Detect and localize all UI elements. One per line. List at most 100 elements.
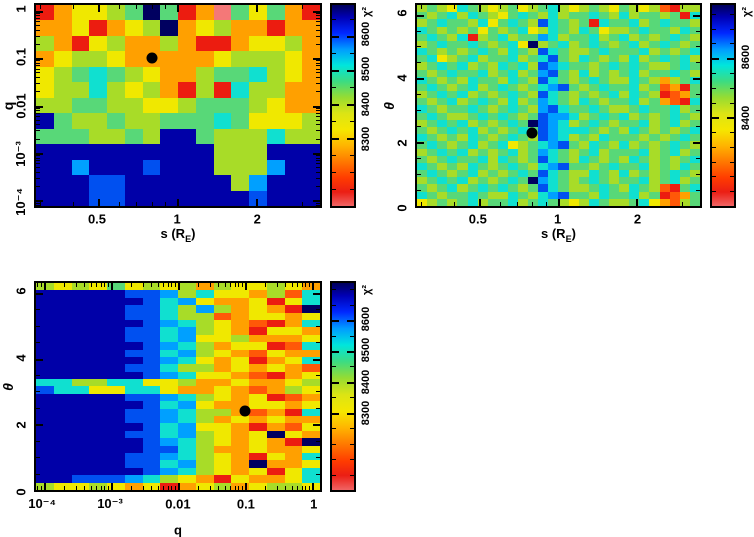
heatmap-cell bbox=[178, 66, 196, 83]
heatmap-cell bbox=[160, 113, 178, 129]
heatmap-cell bbox=[53, 430, 72, 439]
heatmap-cell bbox=[477, 55, 488, 63]
heatmap-cell bbox=[588, 177, 599, 185]
heatmap-cell bbox=[195, 312, 214, 320]
heatmap-cell bbox=[437, 33, 448, 41]
x-minor-tick bbox=[167, 283, 169, 287]
heatmap-cell bbox=[231, 467, 249, 476]
heatmap-cell bbox=[447, 177, 458, 185]
x-minor-tick bbox=[151, 486, 153, 490]
heatmap-cell bbox=[36, 379, 54, 387]
colorbar-major-tick bbox=[332, 35, 339, 38]
heatmap-cell bbox=[578, 162, 589, 171]
y-minor-tick bbox=[316, 110, 320, 112]
heatmap-cell bbox=[195, 327, 214, 335]
heatmap-cell bbox=[497, 40, 508, 49]
heatmap-cell bbox=[457, 5, 468, 13]
x-minor-tick bbox=[151, 202, 153, 206]
heatmap-cell bbox=[568, 141, 579, 149]
heatmap-cell bbox=[487, 5, 498, 13]
heatmap-cell bbox=[427, 40, 438, 49]
heatmap-cell bbox=[507, 134, 519, 142]
heatmap-cell bbox=[178, 423, 196, 431]
heatmap-cell bbox=[213, 416, 232, 424]
plot-area-chi2-map-s-theta bbox=[415, 3, 702, 208]
x-minor-tick bbox=[142, 283, 144, 287]
heatmap-cell bbox=[548, 155, 559, 163]
colorbar-minor-tick bbox=[332, 304, 336, 306]
x-minor-tick bbox=[682, 5, 684, 9]
heatmap-cell bbox=[568, 40, 579, 49]
x-minor-tick bbox=[218, 283, 220, 287]
heatmap-cell bbox=[639, 127, 650, 135]
y-major-tick bbox=[36, 424, 43, 427]
heatmap-cell bbox=[53, 305, 72, 313]
heatmap-cell bbox=[528, 184, 539, 192]
heatmap-cell bbox=[427, 141, 438, 149]
x-minor-tick bbox=[478, 202, 480, 206]
heatmap-cell bbox=[107, 453, 125, 461]
heatmap-cell bbox=[578, 40, 589, 49]
heatmap-cell bbox=[538, 119, 549, 128]
heatmap-cell bbox=[284, 475, 303, 483]
heatmap-cell bbox=[231, 327, 249, 335]
heatmap-cell bbox=[71, 445, 90, 454]
heatmap-cell bbox=[659, 76, 670, 84]
heatmap-cell bbox=[71, 327, 90, 335]
heatmap-cell bbox=[689, 91, 700, 99]
heatmap-cell bbox=[89, 159, 107, 176]
y-minor-tick bbox=[417, 46, 421, 48]
heatmap-cell bbox=[160, 349, 178, 357]
heatmap-cell bbox=[619, 55, 630, 63]
heatmap-cell bbox=[457, 76, 468, 84]
heatmap-cell bbox=[249, 128, 267, 145]
heatmap-cell bbox=[609, 170, 620, 178]
heatmap-cell bbox=[578, 69, 589, 77]
heatmap-cell bbox=[284, 66, 303, 83]
x-minor-tick bbox=[308, 283, 310, 287]
heatmap-cell bbox=[528, 141, 539, 149]
heatmap-cell bbox=[160, 159, 178, 176]
heatmap-cell bbox=[266, 97, 285, 114]
heatmap-cell bbox=[231, 312, 249, 320]
heatmap-cell bbox=[427, 55, 438, 63]
heatmap-cell bbox=[507, 26, 519, 34]
y-minor-tick bbox=[316, 24, 320, 26]
heatmap-cell bbox=[659, 177, 670, 185]
heatmap-cell bbox=[588, 184, 599, 192]
heatmap-cell bbox=[487, 62, 498, 70]
heatmap-cell bbox=[538, 62, 549, 70]
x-minor-tick bbox=[163, 486, 165, 490]
colorbar-title: χ² bbox=[741, 7, 753, 17]
heatmap-cell bbox=[437, 12, 448, 20]
heatmap-cell bbox=[124, 305, 143, 313]
heatmap-cell bbox=[213, 82, 232, 98]
heatmap-cell bbox=[507, 112, 519, 120]
heatmap-cell bbox=[213, 51, 232, 67]
y-minor-tick bbox=[316, 375, 320, 376]
colorbar-title: χ² bbox=[361, 7, 373, 17]
heatmap-cell bbox=[558, 191, 569, 199]
heatmap-cell bbox=[284, 113, 303, 129]
heatmap-cell bbox=[447, 40, 458, 49]
heatmap-cell bbox=[619, 134, 630, 142]
heatmap-cell bbox=[213, 423, 232, 431]
heatmap-cell bbox=[538, 19, 549, 27]
heatmap-cell bbox=[36, 364, 54, 372]
heatmap-cell bbox=[89, 312, 107, 320]
heatmap-cell bbox=[679, 162, 690, 171]
heatmap-cell bbox=[142, 379, 161, 387]
heatmap-cell bbox=[142, 20, 161, 36]
heatmap-cell bbox=[629, 127, 640, 135]
colorbar-minor-tick bbox=[350, 171, 354, 173]
heatmap-cell bbox=[477, 112, 488, 120]
heatmap-cell bbox=[89, 327, 107, 335]
heatmap-cell bbox=[284, 82, 303, 98]
x-minor-tick bbox=[84, 283, 86, 287]
heatmap-cell bbox=[538, 127, 549, 135]
y-minor-tick bbox=[36, 130, 40, 132]
heatmap-cell bbox=[71, 159, 90, 176]
heatmap-cell bbox=[467, 98, 478, 106]
heatmap-cell bbox=[649, 141, 660, 149]
heatmap-cell bbox=[457, 155, 468, 163]
